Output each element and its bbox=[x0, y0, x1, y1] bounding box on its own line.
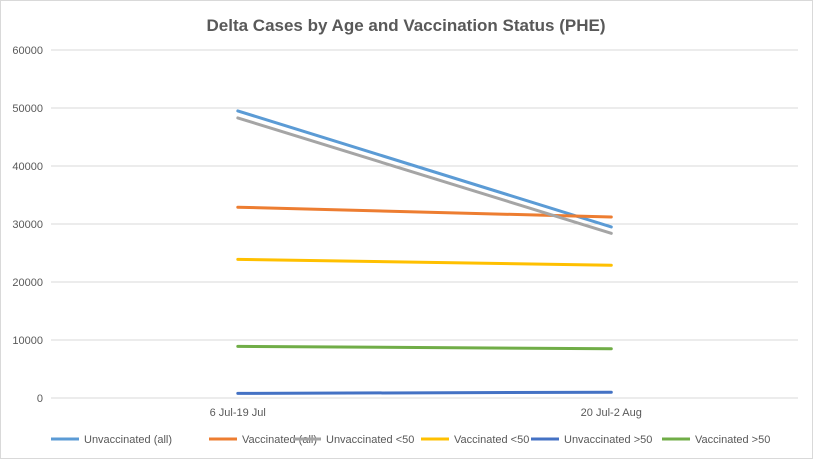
y-tick-label: 10000 bbox=[12, 335, 43, 347]
series-line-6 bbox=[236, 344, 613, 351]
series-line-5 bbox=[236, 390, 613, 395]
y-tick-label: 40000 bbox=[12, 161, 43, 173]
gridlines bbox=[51, 49, 798, 399]
y-tick-label: 20000 bbox=[12, 277, 43, 289]
legend: Unvaccinated (all) Vaccinated (all) Unvacc… bbox=[51, 434, 770, 446]
legend-label-3: Unvaccinated <50 bbox=[326, 434, 414, 446]
y-axis-ticks: 0 10000 20000 30000 40000 50000 60000 bbox=[12, 45, 43, 405]
y-tick-label: 0 bbox=[37, 393, 43, 405]
legend-label-1: Unvaccinated (all) bbox=[84, 434, 172, 446]
y-tick-label: 60000 bbox=[12, 45, 43, 57]
series-lines bbox=[236, 109, 613, 395]
series-line-3 bbox=[236, 116, 613, 235]
y-tick-label: 50000 bbox=[12, 103, 43, 115]
x-tick-label: 6 Jul-19 Jul bbox=[210, 407, 266, 419]
legend-label-6: Vaccinated >50 bbox=[695, 434, 770, 446]
chart-title: Delta Cases by Age and Vaccination Statu… bbox=[207, 16, 606, 35]
y-tick-label: 30000 bbox=[12, 219, 43, 231]
x-tick-label: 20 Jul-2 Aug bbox=[581, 407, 642, 419]
legend-label-2: Vaccinated (all) bbox=[242, 434, 317, 446]
legend-label-4: Vaccinated <50 bbox=[454, 434, 529, 446]
series-line-1 bbox=[236, 109, 613, 229]
x-axis-ticks: 6 Jul-19 Jul 20 Jul-2 Aug bbox=[210, 407, 642, 419]
legend-label-5: Unvaccinated >50 bbox=[564, 434, 652, 446]
series-line-4 bbox=[236, 257, 613, 267]
